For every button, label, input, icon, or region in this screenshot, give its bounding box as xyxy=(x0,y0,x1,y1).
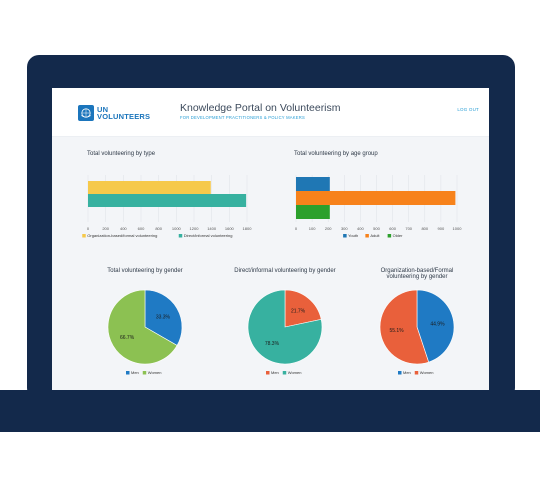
pie-slice xyxy=(107,289,178,365)
tick-label: 0 xyxy=(87,226,90,231)
chart-title-gender-org: Organization-based/Formal volunteering b… xyxy=(380,268,454,280)
legend-label: Direct/informal volunteering xyxy=(184,233,233,238)
tick-label: 1600 xyxy=(225,226,235,231)
pie-slice xyxy=(144,289,183,346)
legend-swatch xyxy=(178,234,183,238)
logo-line-2: VOLUNTEERS xyxy=(97,112,151,121)
tick-label: 700 xyxy=(405,226,412,231)
chart-title-by-type: Total volunteering by type xyxy=(87,151,156,157)
legend-label: Organization-based/formal volunteering xyxy=(87,233,157,238)
tick-label: 0 xyxy=(295,226,298,231)
tick-label: 400 xyxy=(120,226,127,231)
bar-chart-by-type: 0 200 400 600 800 1000 1200 1400 1600 1800 Organiz… xyxy=(82,175,253,238)
logout-link[interactable]: LOG OUT xyxy=(457,107,479,112)
pie-data-label: 78.3% xyxy=(265,341,280,347)
pie-slice xyxy=(284,289,322,328)
page-title: Knowledge Portal on Volunteerism xyxy=(180,102,341,114)
pie-chart-gender-org: 44.9% 55.1% Men Women xyxy=(379,289,455,375)
legend-label: Older xyxy=(393,233,403,238)
un-volunteers-logo[interactable]: UN VOLUNTEERS xyxy=(78,105,150,121)
legend-swatch xyxy=(414,371,419,375)
tick-label: 600 xyxy=(138,226,145,231)
chart-title-by-age: Total volunteering by age group xyxy=(294,151,378,157)
logo-line-1: UN xyxy=(97,105,109,114)
laptop-base xyxy=(0,390,540,432)
legend-swatch xyxy=(343,234,347,238)
logo-text: UN VOLUNTEERS xyxy=(97,105,151,121)
tick-label: 1800 xyxy=(243,226,253,231)
bar-chart-by-age: 0 100 200 300 400 500 600 700 800 900 1000 Youth Adu… xyxy=(295,175,463,238)
pie-data-label: 66.7% xyxy=(120,335,135,341)
chart-title-gender-total: Total volunteering by gender xyxy=(107,268,183,274)
legend-swatch xyxy=(142,371,147,375)
legend-label: Women xyxy=(148,370,162,375)
legend-label: Men xyxy=(403,370,411,375)
portal-screen: UN VOLUNTEERS Knowledge Portal on Volunt… xyxy=(52,88,489,390)
tick-label: 800 xyxy=(155,226,162,231)
pie-chart-gender-total: 33.3% 66.7% Men Women xyxy=(107,289,183,375)
dashboard-content: Total volunteering by type 0 200 400 600 800… xyxy=(52,137,489,390)
legend-swatch xyxy=(82,234,86,238)
tick-label: 1000 xyxy=(172,226,182,231)
legend-label: Men xyxy=(271,370,279,375)
bar xyxy=(296,205,330,219)
legend-swatch xyxy=(282,371,287,375)
legend-label: Adult xyxy=(370,233,380,238)
bar xyxy=(88,194,247,207)
pie-chart-gender-direct: 21.7% 78.3% Men Women xyxy=(247,289,323,375)
tick-label: 1200 xyxy=(190,226,200,231)
chart-title-gender-direct: Direct/informal volunteering by gender xyxy=(234,268,336,274)
pie-slice xyxy=(247,289,323,365)
legend-label: Women xyxy=(288,370,302,375)
legend-swatch xyxy=(387,234,392,238)
bar xyxy=(88,181,211,194)
legend-swatch xyxy=(126,371,130,375)
un-emblem-icon xyxy=(78,105,94,121)
tick-label: 900 xyxy=(438,226,445,231)
tick-label: 200 xyxy=(325,226,332,231)
legend-swatch xyxy=(398,371,402,375)
tick-label: 300 xyxy=(341,226,348,231)
legend-swatch xyxy=(266,371,270,375)
tick-label: 1000 xyxy=(453,226,463,231)
pie-data-label: 21.7% xyxy=(291,309,306,315)
legend-label: Youth xyxy=(348,233,358,238)
tick-label: 200 xyxy=(102,226,109,231)
tick-label: 500 xyxy=(373,226,380,231)
legend-label: Women xyxy=(420,370,434,375)
tick-label: 400 xyxy=(357,226,364,231)
pie-slice xyxy=(416,289,455,363)
bar xyxy=(296,191,456,205)
pie-data-label: 55.1% xyxy=(389,328,404,334)
tick-label: 100 xyxy=(309,226,316,231)
tick-label: 1400 xyxy=(207,226,217,231)
pie-slice xyxy=(379,289,430,365)
legend-swatch xyxy=(365,234,369,238)
tick-label: 600 xyxy=(389,226,396,231)
bar xyxy=(296,177,330,191)
page-subtitle: FOR DEVELOPMENT PRACTITIONERS & POLICY M… xyxy=(180,115,305,120)
legend-label: Men xyxy=(131,370,139,375)
tick-label: 800 xyxy=(421,226,428,231)
pie-data-label: 44.9% xyxy=(430,321,445,327)
portal-header: UN VOLUNTEERS Knowledge Portal on Volunt… xyxy=(52,88,489,137)
pie-data-label: 33.3% xyxy=(156,314,171,320)
